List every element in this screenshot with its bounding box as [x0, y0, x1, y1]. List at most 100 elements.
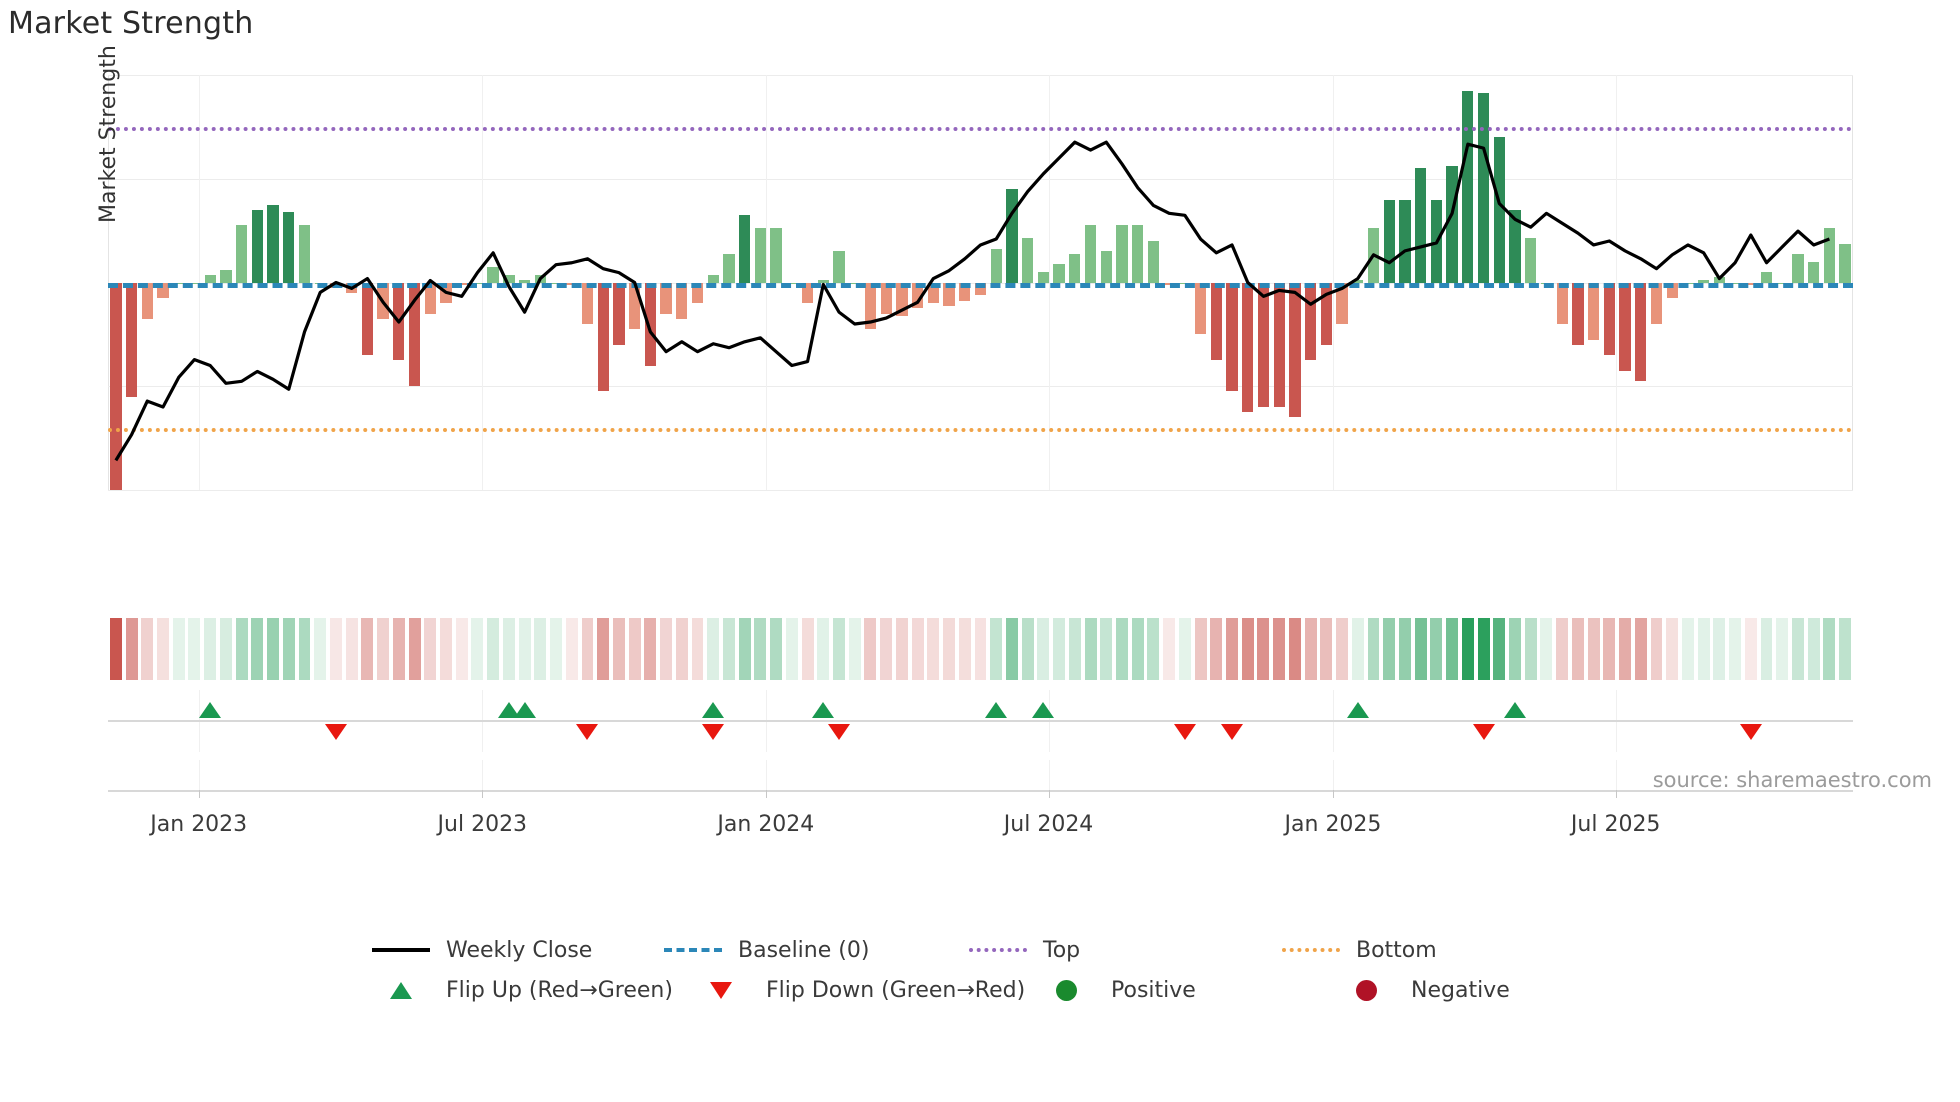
heat-cell	[801, 618, 814, 680]
strength-bar	[1477, 93, 1490, 283]
strength-bar	[959, 282, 971, 301]
triangle-up-icon	[370, 981, 432, 999]
heat-cell	[644, 618, 657, 680]
strength-bar	[503, 274, 515, 283]
heat-cell	[770, 618, 783, 680]
flip-up-marker	[1504, 702, 1526, 718]
strength-bar	[1650, 282, 1663, 324]
heat-cell	[1792, 618, 1804, 680]
strength-bar	[974, 282, 987, 296]
strength-bar	[817, 279, 829, 283]
strength-bar	[597, 282, 609, 392]
heat-cell	[1084, 618, 1097, 680]
strength-bar	[754, 228, 767, 283]
reference-line-baseline-0	[108, 282, 1853, 288]
bottom-dot-icon	[1280, 948, 1342, 952]
strength-bar	[1226, 282, 1238, 392]
heat-cell	[534, 618, 547, 680]
legend-item-negative[interactable]: Negative	[1335, 970, 1510, 1010]
strength-bar	[1697, 279, 1710, 283]
flip-axis-line	[108, 720, 1853, 722]
strength-bar	[1525, 238, 1537, 283]
heat-cell	[1116, 618, 1128, 680]
heat-cell	[518, 618, 531, 680]
strength-bar	[1336, 282, 1348, 324]
heat-cell	[817, 618, 830, 680]
heat-cell	[1666, 618, 1679, 680]
heat-cell	[1336, 618, 1349, 680]
heat-cell	[1210, 618, 1223, 680]
legend-item-positive[interactable]: Positive	[1035, 970, 1335, 1010]
strength-bar	[1808, 261, 1820, 283]
x-axis-tick	[482, 790, 484, 798]
heat-cell	[581, 618, 594, 680]
heat-cell	[1320, 618, 1333, 680]
flip-down-marker	[1221, 724, 1244, 740]
heat-cell	[958, 618, 971, 680]
heat-cell	[785, 618, 798, 680]
heat-cell	[1744, 618, 1757, 680]
strength-bar	[896, 282, 908, 317]
x-axis-tick	[1048, 790, 1050, 798]
legend-row-markers: Flip Up (Red→Green) Flip Down (Green→Red)…	[370, 970, 1610, 1010]
heat-cell	[1037, 618, 1050, 680]
heat-cell	[141, 618, 154, 680]
heat-cell	[298, 618, 311, 680]
flip-up-marker	[985, 702, 1008, 718]
flip-up-marker	[513, 702, 536, 718]
strength-bar	[1619, 282, 1631, 371]
strength-bar	[125, 282, 138, 397]
strength-bar	[1210, 282, 1222, 361]
heat-cell	[235, 618, 248, 680]
heat-cell	[990, 618, 1003, 680]
heat-cell	[1446, 618, 1459, 680]
strength-bar	[1069, 253, 1081, 283]
flip-down-marker	[1472, 724, 1495, 740]
strength-bar	[927, 282, 939, 304]
heat-cell	[1178, 618, 1191, 680]
heat-cell	[1053, 618, 1066, 680]
heat-cell	[660, 618, 673, 680]
source-note: source: sharemaestro.com	[1652, 768, 1932, 792]
strength-bar	[1116, 225, 1128, 283]
gridline	[198, 760, 200, 790]
weekly-close-line-icon	[370, 948, 432, 952]
gridline	[108, 178, 1853, 180]
heat-cell	[1760, 618, 1773, 680]
heat-cell	[1713, 618, 1726, 680]
heat-cell	[628, 618, 641, 680]
strength-bar	[676, 282, 688, 319]
legend-item-baseline-0[interactable]: Baseline (0)	[662, 930, 967, 970]
heat-cell	[1776, 618, 1789, 680]
strength-bar	[251, 209, 263, 283]
strength-bar	[110, 282, 122, 490]
weekly-close-line	[114, 140, 1830, 462]
legend-item-flip-up-red-green[interactable]: Flip Up (Red→Green)	[370, 970, 690, 1010]
strength-bar	[613, 282, 625, 345]
heat-cell	[1414, 618, 1427, 680]
strength-bar	[644, 282, 657, 366]
market-strength-plot: 40200−20−40 55.0050.0045.0040.00 Market …	[96, 45, 1853, 491]
heat-cell	[1619, 618, 1631, 680]
legend-item-weekly-close[interactable]: Weekly Close	[370, 930, 662, 970]
heat-cell	[1807, 618, 1820, 680]
legend-item-top[interactable]: Top	[967, 930, 1280, 970]
heat-cell	[864, 618, 877, 680]
heat-cell	[1697, 618, 1710, 680]
heat-cell	[1634, 618, 1647, 680]
strength-bar	[298, 225, 311, 283]
heat-cell	[1005, 618, 1018, 680]
heat-cell	[880, 618, 893, 680]
heat-cell	[1524, 618, 1537, 680]
gridline	[108, 75, 1853, 76]
heat-cell	[157, 618, 169, 680]
gridline	[482, 760, 484, 790]
heat-cell	[188, 618, 201, 680]
positive-circle-icon	[1035, 979, 1097, 1001]
heat-cell	[1257, 618, 1270, 680]
legend-item-bottom[interactable]: Bottom	[1280, 930, 1437, 970]
legend-label: Top	[1043, 937, 1081, 963]
heat-cell	[943, 618, 956, 680]
legend-item-flip-down-green-red[interactable]: Flip Down (Green→Red)	[690, 970, 1035, 1010]
strength-bar	[1509, 209, 1521, 283]
